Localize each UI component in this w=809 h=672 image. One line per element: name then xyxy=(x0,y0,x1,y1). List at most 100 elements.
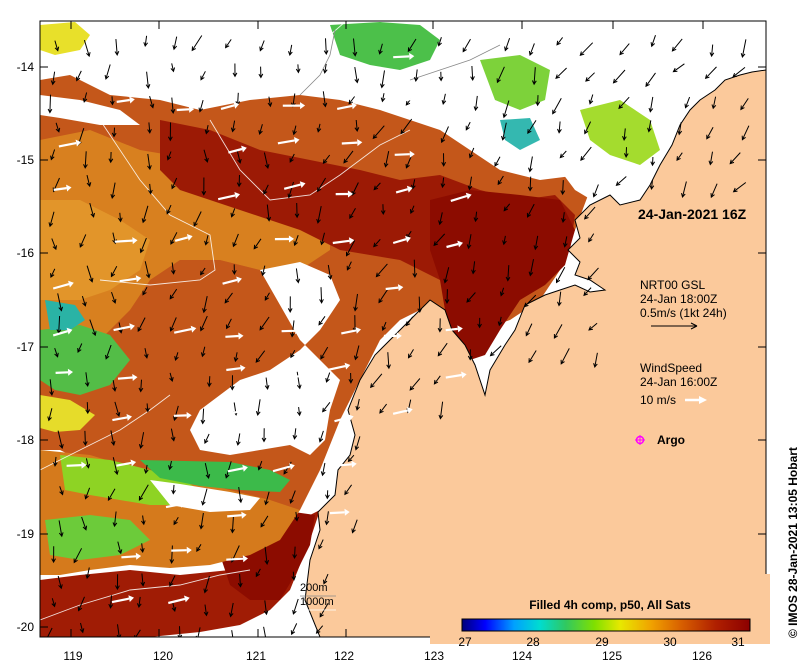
wind-arrow xyxy=(223,410,242,417)
wind-legend-line3: 10 m/s xyxy=(640,393,676,407)
current-arrow xyxy=(145,71,151,89)
current-arrow xyxy=(412,259,418,278)
current-arrow xyxy=(592,184,599,198)
current-arrow xyxy=(57,430,64,449)
wind-arrow-head xyxy=(406,185,413,193)
current-arrow xyxy=(85,567,91,580)
current-arrow xyxy=(57,575,63,590)
current-arrow xyxy=(148,183,153,195)
current-arrow xyxy=(292,546,298,560)
current-arrow xyxy=(202,295,208,314)
current-arrow xyxy=(140,573,146,587)
wind-arrow-head xyxy=(409,52,415,60)
current-arrow xyxy=(230,120,236,133)
current-arrow xyxy=(258,124,263,136)
wind-arrow xyxy=(66,464,82,467)
current-arrow xyxy=(289,490,296,504)
current-arrow xyxy=(732,182,747,193)
lat-tick-label: -16 xyxy=(17,246,35,260)
wind-arrow-head xyxy=(351,102,357,110)
current-arrow xyxy=(535,95,541,107)
current-arrow xyxy=(325,490,330,500)
current-arrow xyxy=(203,149,209,163)
current-arrow xyxy=(557,121,562,134)
current-arrow xyxy=(650,156,656,167)
current-arrow xyxy=(195,627,201,637)
current-arrow xyxy=(465,121,471,131)
lon-tick-label: 123 xyxy=(424,649,444,663)
lon-tick-label: 122 xyxy=(334,649,354,663)
wind-arrow xyxy=(226,557,244,561)
wind-arrow xyxy=(393,55,410,59)
wind-arrow xyxy=(114,239,133,243)
current-arrow xyxy=(204,462,211,480)
wind-arrow-head xyxy=(299,181,306,188)
current-arrow xyxy=(355,398,360,411)
wind-arrow xyxy=(225,334,239,338)
current-arrow xyxy=(203,575,210,594)
colorbar-gradient xyxy=(461,618,751,632)
current-arrow xyxy=(317,177,327,193)
lon-tick-label: 124 xyxy=(512,649,532,663)
wind-arrow-head xyxy=(355,327,361,334)
current-arrow xyxy=(296,407,302,417)
current-arrow xyxy=(325,372,331,383)
current-arrow xyxy=(531,67,537,86)
current-arrow xyxy=(319,287,324,304)
current-arrow xyxy=(353,293,358,312)
current-arrow xyxy=(561,212,566,224)
current-arrow xyxy=(170,232,178,245)
current-arrow xyxy=(528,259,534,277)
current-arrow xyxy=(322,401,331,413)
wind-arrow xyxy=(227,467,244,473)
current-arrow xyxy=(555,67,567,80)
current-arrow xyxy=(167,122,173,142)
colorbar-title: Filled 4h comp, p50, All Sats xyxy=(529,598,691,612)
current-arrow xyxy=(169,545,175,564)
current-arrow xyxy=(477,317,482,329)
wind-arrow-head xyxy=(457,240,463,248)
current-arrow xyxy=(142,286,148,296)
current-arrow xyxy=(556,37,563,46)
wind-arrow-head xyxy=(241,511,247,519)
lat-tick-label: -14 xyxy=(17,60,35,74)
current-arrow xyxy=(648,96,654,113)
current-arrow xyxy=(84,487,91,500)
current-arrow xyxy=(77,343,83,353)
current-arrow xyxy=(290,320,295,338)
wind-arrow-head xyxy=(233,101,240,109)
wind-arrow xyxy=(116,98,130,103)
current-arrow xyxy=(54,347,59,358)
current-arrow xyxy=(134,629,141,637)
isobath-legend-1000m: 1000m xyxy=(300,596,334,608)
wind-arrow-head xyxy=(457,325,463,333)
wind-arrow xyxy=(341,141,358,145)
current-arrow xyxy=(263,626,267,637)
current-arrow xyxy=(380,93,386,103)
current-arrow xyxy=(291,571,297,581)
wind-legend-line2: 24-Jan 16:00Z xyxy=(640,375,717,389)
current-arrow xyxy=(346,240,356,257)
current-arrow xyxy=(676,152,683,162)
current-legend: NRT00 GSL 24-Jan 18:00Z 0.5m/s (1kt 24h) xyxy=(640,278,727,330)
colorbar-tick-label: 30 xyxy=(663,635,677,649)
current-arrow xyxy=(504,38,511,52)
wind-arrow xyxy=(227,514,242,518)
current-arrow xyxy=(147,122,152,134)
current-arrow xyxy=(650,35,656,48)
isobath-legend-200m: 200m xyxy=(300,582,328,594)
wind-arrow xyxy=(117,376,133,380)
current-arrow xyxy=(710,183,718,199)
current-arrow xyxy=(684,96,691,109)
wind-arrow-head xyxy=(234,192,240,199)
current-arrow xyxy=(473,95,479,112)
wind-arrow xyxy=(222,278,238,285)
land-mass xyxy=(304,21,766,637)
current-arrow xyxy=(437,342,448,357)
current-arrow xyxy=(255,399,261,417)
wind-arrow xyxy=(168,597,186,605)
current-arrow xyxy=(81,516,88,531)
current-arrow xyxy=(409,378,421,391)
current-arrow xyxy=(264,292,270,301)
wind-arrow xyxy=(334,416,350,423)
